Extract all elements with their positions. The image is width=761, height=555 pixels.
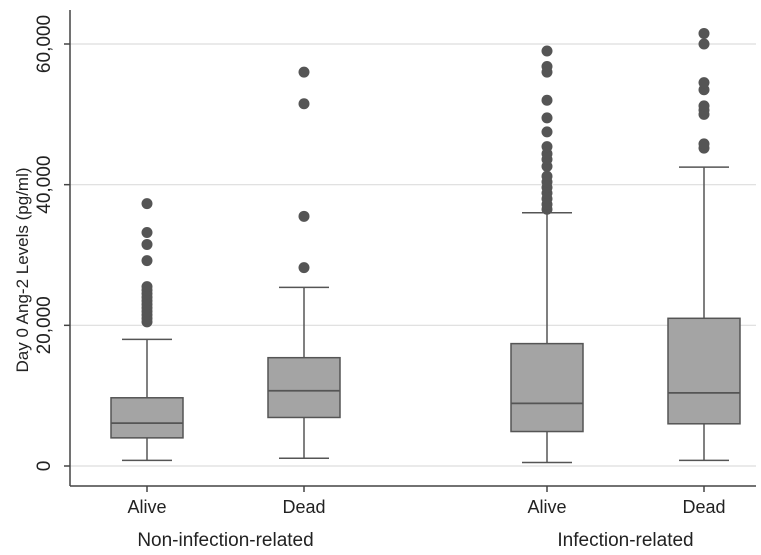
boxes: [110, 27, 741, 464]
outlier-point: [298, 210, 310, 222]
box-0: [110, 198, 184, 462]
x-category-label: Dead: [682, 497, 725, 517]
x-group-label: Non-infection-related: [137, 530, 313, 551]
y-tick-label: 0: [34, 461, 55, 472]
outlier-point: [298, 98, 310, 110]
outlier-point: [541, 61, 553, 73]
outlier-point: [698, 100, 710, 112]
outlier-point: [698, 138, 710, 150]
outlier-point: [298, 66, 310, 78]
outlier-point: [141, 198, 153, 210]
outlier-point: [141, 255, 153, 267]
outlier-point: [541, 170, 553, 182]
gridlines: [70, 43, 756, 467]
outlier-point: [698, 77, 710, 89]
outlier-point: [541, 126, 553, 138]
y-tick-label: 20,000: [34, 296, 55, 354]
box-3: [667, 27, 741, 462]
outlier-point: [141, 238, 153, 250]
outlier-point: [298, 262, 310, 274]
x-category-label: Alive: [527, 497, 566, 517]
box-iqr: [267, 356, 341, 419]
outlier-point: [141, 281, 153, 293]
axes: 0 20,000 40,000 60,000 Alive Dead Alive Dead Non…: [34, 10, 756, 551]
outlier-point: [698, 27, 710, 39]
outlier-point: [541, 45, 553, 57]
box-iqr: [110, 397, 184, 439]
outlier-point: [141, 226, 153, 238]
x-category-label: Dead: [282, 497, 325, 517]
box-2: [510, 45, 584, 464]
outlier-point: [541, 94, 553, 106]
box-iqr: [510, 342, 584, 433]
outlier-point: [541, 141, 553, 153]
x-category-label: Alive: [127, 497, 166, 517]
box-1: [267, 66, 341, 460]
outlier-point: [541, 112, 553, 124]
outlier-point: [698, 38, 710, 50]
box-iqr: [667, 317, 741, 425]
y-tick-label: 40,000: [34, 156, 55, 214]
y-axis-label: Day 0 Ang-2 Levels (pg/ml): [13, 167, 32, 372]
y-tick-label: 60,000: [34, 15, 55, 73]
x-group-label: Infection-related: [557, 530, 693, 551]
